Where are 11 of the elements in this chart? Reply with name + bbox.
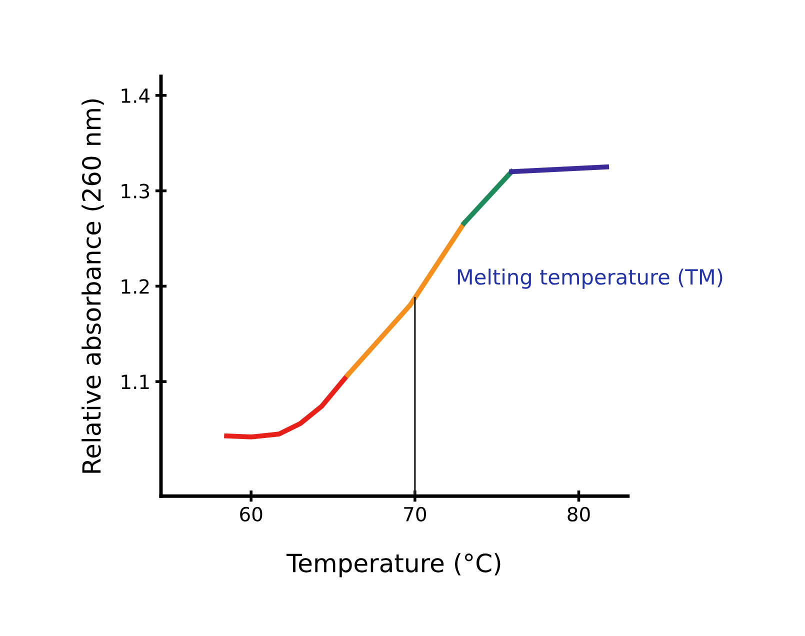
y-tick-label: 1.2 — [122, 279, 149, 294]
line-series — [224, 372, 350, 440]
x-tick-label: 80 — [568, 506, 590, 522]
x-axis-title: Temperature (°C) — [286, 553, 500, 578]
y-tick-label: 1.1 — [122, 374, 149, 389]
y-tick-label: 1.4 — [122, 88, 150, 103]
y-tick-label: 1.3 — [122, 184, 150, 198]
ref-line-label: Melting temperature (TM) — [458, 268, 722, 289]
y-axis-title: Relative absorbance (260 nm) — [82, 99, 104, 473]
x-tick-label: 60 — [240, 506, 262, 522]
x-tick-label: 70 — [404, 506, 426, 522]
